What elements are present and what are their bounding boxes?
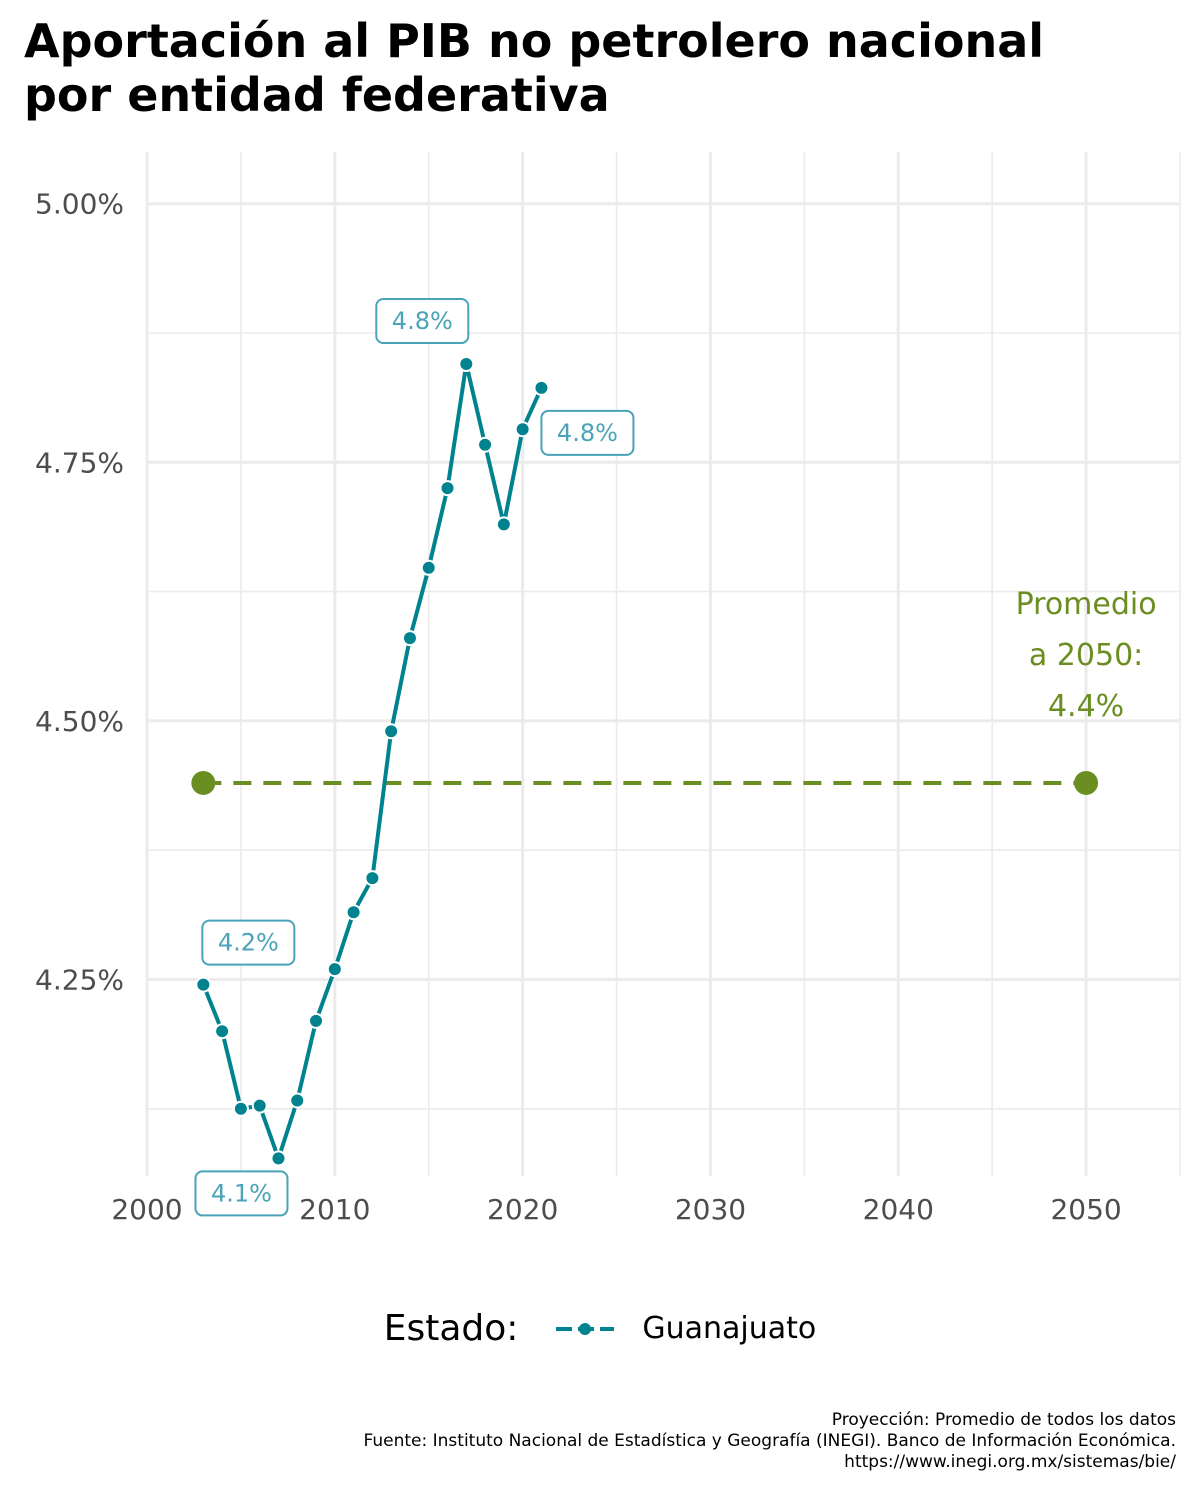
data-point [477, 436, 494, 453]
data-point [383, 723, 400, 740]
data-label: 4.1% [194, 1170, 289, 1217]
data-point [533, 379, 550, 396]
data-point [420, 559, 437, 576]
data-label-box [540, 409, 635, 456]
legend: Estado: Guanajuato [0, 1308, 1200, 1349]
legend-item-guanajuato: Guanajuato [642, 1311, 817, 1346]
y-tick-label: 4.75% [35, 446, 124, 479]
data-point [270, 1150, 287, 1167]
y-tick-label: 4.25% [35, 963, 124, 996]
data-label-text: 4.8% [557, 419, 618, 447]
y-tick-label: 4.50% [35, 705, 124, 738]
data-point [495, 516, 512, 533]
series-guanajuato [195, 356, 550, 1167]
data-labels: 4.2% 4.1% 4.8% 4.8% [194, 298, 635, 1217]
x-tick-label: 2020 [487, 1193, 558, 1226]
x-tick-label: 2000 [111, 1193, 182, 1226]
x-tick-label: 2010 [299, 1193, 370, 1226]
data-point [439, 480, 456, 497]
average-label-line: 4.4% [1048, 689, 1124, 724]
line-chart: 2000 2010 2020 2030 2040 2050 4.25% 4.50% 4.75% 5… [35, 152, 1181, 1226]
x-tick-label: 2040 [863, 1193, 934, 1226]
data-point [195, 976, 212, 993]
caption-url: https://www.inegi.org.mx/sistemas/bie/ [844, 1452, 1176, 1472]
data-point [514, 421, 531, 438]
data-label: 4.2% [201, 919, 296, 966]
average-projection: Promedio a 2050: 4.4% [191, 587, 1157, 795]
average-start-point [191, 770, 216, 795]
data-point [364, 870, 381, 887]
series-line [201, 362, 544, 1161]
chart-title: Aportación al PIB no petrolero nacional … [24, 14, 1174, 122]
axes: 2000 2010 2020 2030 2040 2050 4.25% 4.50% 4.75% 5… [35, 188, 1122, 1226]
data-label-box [201, 919, 296, 966]
data-point [214, 1023, 231, 1040]
grid [145, 152, 1181, 1176]
data-point [308, 1012, 325, 1029]
data-label: 4.8% [375, 298, 470, 345]
x-tick-label: 2050 [1050, 1193, 1121, 1226]
chart-title-line-2: por entidad federativa [24, 68, 610, 122]
data-point [232, 1100, 249, 1117]
data-label-box [375, 298, 470, 345]
caption-projection: Proyección: Promedio de todos los datos [831, 1410, 1176, 1430]
data-point [401, 630, 418, 647]
data-label-text: 4.1% [211, 1179, 272, 1207]
chart-title-line-1: Aportación al PIB no petrolero nacional [24, 14, 1044, 68]
data-point [326, 961, 343, 978]
caption: Proyección: Promedio de todos los datos … [364, 1410, 1176, 1473]
data-label-text: 4.8% [392, 307, 453, 335]
legend-title: Estado: [383, 1308, 519, 1349]
x-tick-label: 2030 [675, 1193, 746, 1226]
average-end-point [1074, 770, 1099, 795]
data-label: 4.8% [540, 409, 635, 456]
data-point [458, 356, 475, 373]
caption-source: Fuente: Instituto Nacional de Estadístic… [363, 1431, 1176, 1451]
legend-key-icon [556, 1322, 615, 1335]
y-tick-label: 5.00% [35, 188, 124, 221]
data-point [289, 1092, 306, 1109]
average-label-line: Promedio [1016, 587, 1157, 622]
average-label-line: a 2050: [1029, 638, 1143, 673]
data-point [251, 1097, 268, 1114]
data-label-text: 4.2% [218, 929, 279, 957]
data-label-box [194, 1170, 289, 1217]
data-point [345, 904, 362, 921]
